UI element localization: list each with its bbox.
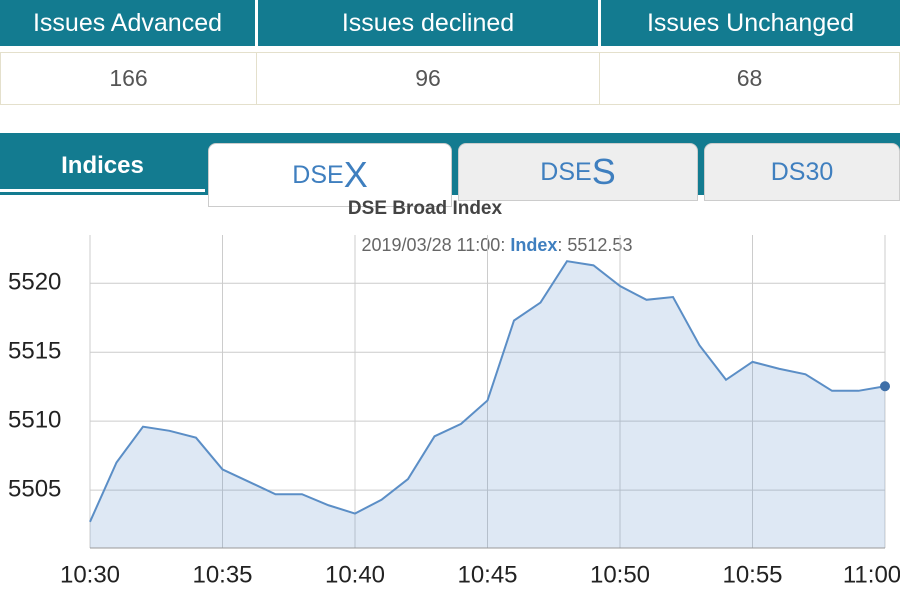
tooltip-sep: : <box>557 235 562 255</box>
tooltip-label: Index <box>510 235 557 255</box>
header-cell: Issues declined <box>258 0 598 46</box>
chart: DSE Broad Index 2019/03/28 11:00: Index:… <box>8 198 900 588</box>
tab-prefix: DSE <box>540 157 592 186</box>
tab-suffix: X <box>343 154 368 195</box>
header-cell: Issues Unchanged <box>601 0 900 46</box>
tooltip-time: 2019/03/28 11:00 <box>362 235 501 255</box>
x-tick-label: 10:40 <box>325 561 385 588</box>
x-tick-label: 10:50 <box>590 561 650 588</box>
y-tick-label: 5510 <box>8 406 61 433</box>
x-tick-label: 11:00 <box>843 561 900 588</box>
tab-prefix: DS30 <box>770 157 834 186</box>
tab-prefix: DSE <box>292 160 344 189</box>
tooltip-sep: : <box>500 235 505 255</box>
tabs-label: Indices <box>0 143 205 192</box>
header-cell: Issues Advanced <box>0 0 255 46</box>
area <box>90 261 885 548</box>
tooltip: 2019/03/28 11:00: Index: 5512.53 <box>362 235 633 255</box>
grid <box>89 235 886 548</box>
tab[interactable]: DS30 <box>704 143 900 201</box>
tab[interactable]: DSE S <box>458 143 698 201</box>
x-tick-label: 10:30 <box>60 561 120 588</box>
value-cell: 166 <box>0 52 257 105</box>
tab-suffix: S <box>591 151 616 192</box>
tooltip-value: 5512.53 <box>567 235 632 255</box>
x-tick-label: 10:35 <box>192 561 252 588</box>
y-tick-label: 5515 <box>8 338 61 365</box>
tab[interactable]: DSE X <box>208 143 452 207</box>
y-tick-label: 5520 <box>8 269 61 296</box>
y-tick-label: 5505 <box>8 475 61 502</box>
chart-title: DSE Broad Index <box>348 198 503 219</box>
marks <box>89 260 890 548</box>
point <box>880 381 890 392</box>
value-cell: 96 <box>256 52 600 105</box>
value-cell: 68 <box>599 52 900 105</box>
line <box>89 260 886 523</box>
x-tick-label: 10:45 <box>457 561 517 588</box>
x-tick-label: 10:55 <box>722 561 782 588</box>
